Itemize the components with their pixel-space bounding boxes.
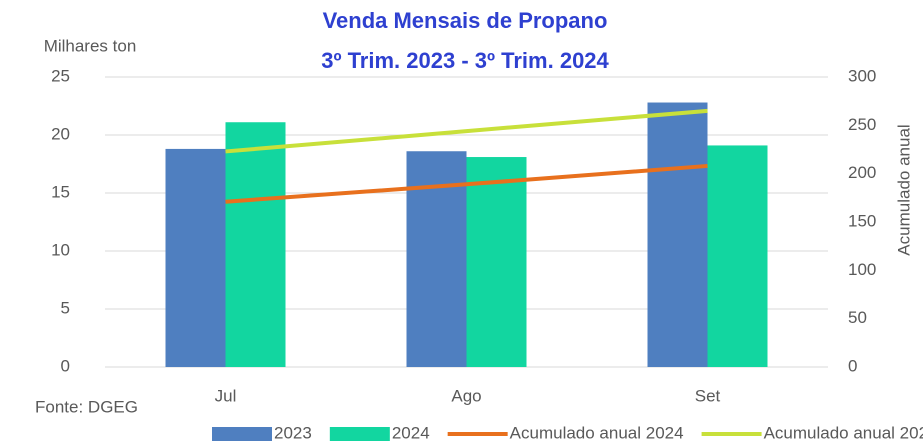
x-tick-label: Set	[695, 386, 721, 405]
line-series	[225, 108, 708, 154]
line-series	[225, 163, 708, 204]
bar	[466, 157, 527, 367]
legend-swatch	[329, 427, 390, 441]
legend-label: 2024	[392, 423, 430, 442]
bar	[647, 102, 708, 368]
legend-label: 2023	[274, 423, 312, 442]
x-tick-label: Jul	[215, 386, 237, 405]
y-tick-label: 0	[61, 356, 70, 375]
y-tick-label: 20	[51, 124, 70, 143]
bar	[225, 122, 286, 368]
y2-tick-label: 200	[848, 163, 876, 182]
y-axis-label: Milhares ton	[44, 36, 137, 55]
bar	[165, 148, 226, 367]
y-tick-label: 25	[51, 66, 70, 85]
x-tick-label: Ago	[451, 386, 481, 405]
y2-tick-label: 50	[848, 308, 867, 327]
legend-label: Acumulado anual 2024	[510, 423, 684, 442]
chart-title: Venda Mensais de Propano	[323, 8, 608, 33]
y2-axis-label: Acumulado anual	[894, 124, 913, 255]
y2-tick-label: 300	[848, 66, 876, 85]
legend-label: Acumulado anual 2023	[764, 423, 923, 442]
bar	[707, 145, 768, 367]
y-tick-label: 5	[61, 298, 70, 317]
y2-tick-label: 150	[848, 211, 876, 230]
legend-swatch	[212, 427, 272, 441]
source: Fonte: DGEG	[35, 397, 138, 416]
y2-tick-label: 0	[848, 356, 857, 375]
y-tick-label: 10	[51, 240, 70, 259]
y2-tick-label: 250	[848, 115, 876, 134]
chart-subtitle: 3º Trim. 2023 - 3º Trim. 2024	[321, 48, 609, 73]
y-tick-label: 15	[51, 182, 70, 201]
y2-tick-label: 100	[848, 260, 876, 279]
